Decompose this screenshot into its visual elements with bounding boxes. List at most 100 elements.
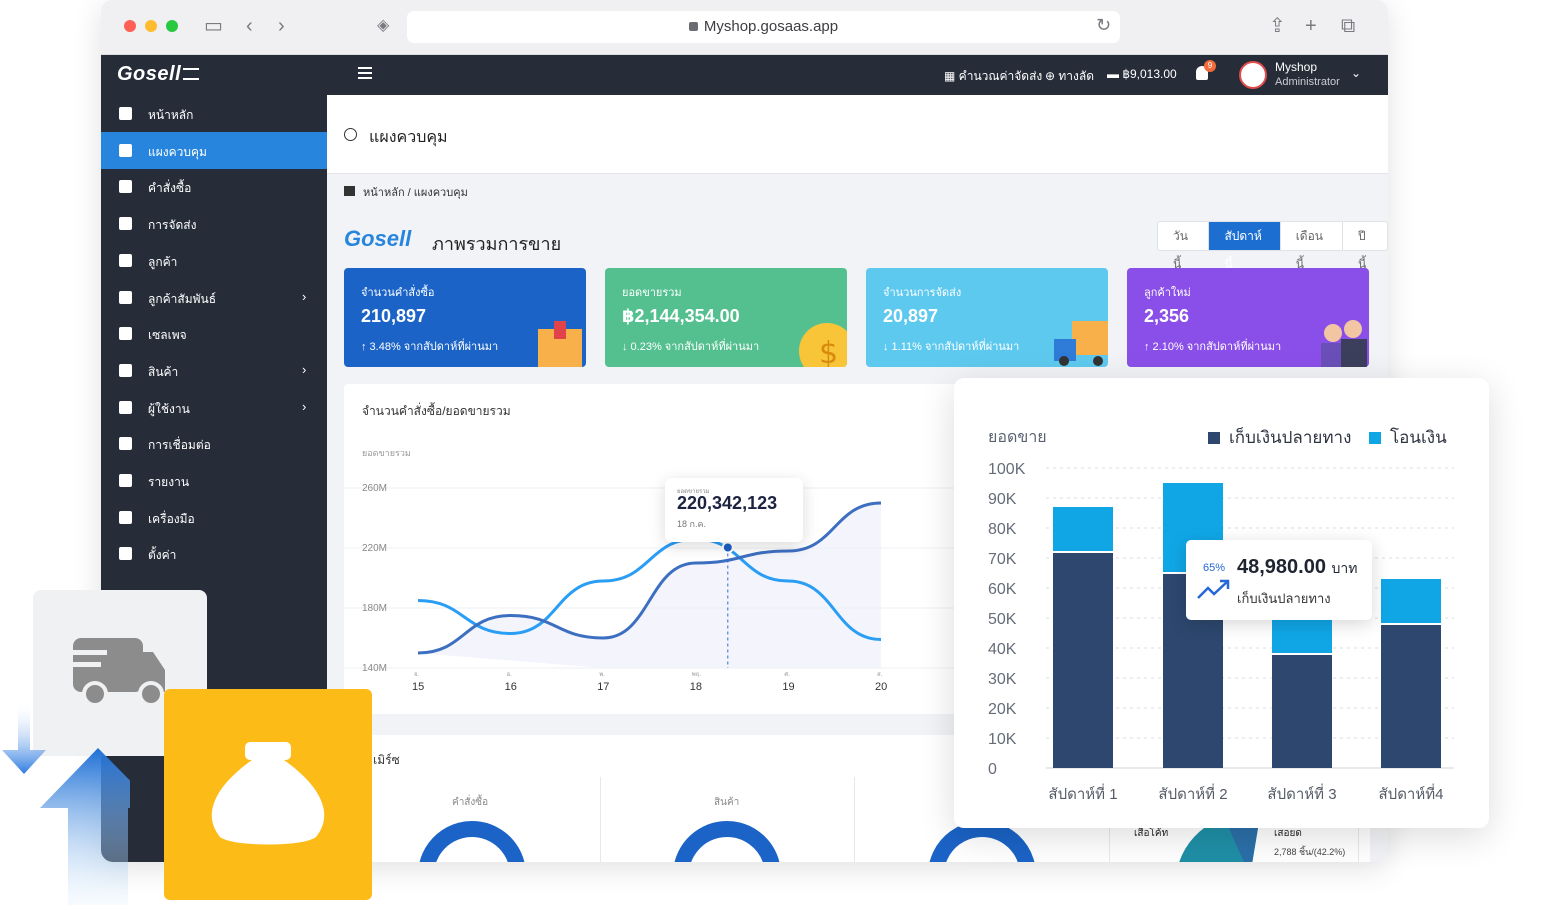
bar-segment-transfer[interactable] bbox=[1053, 507, 1113, 551]
sidebar-item-label: ลูกค้า bbox=[148, 254, 178, 269]
sales-brand-logo: Gosell bbox=[344, 226, 411, 252]
plug-icon bbox=[119, 437, 132, 451]
share-icon[interactable]: ⇪ bbox=[1269, 15, 1286, 37]
breadcrumb-home[interactable]: หน้าหลัก bbox=[363, 187, 405, 199]
kpi-card-1[interactable]: ยอดขายรวม ฿2,144,354.00 ↓ 0.23% จากสัปดาห์… bbox=[605, 268, 847, 367]
new-tab-icon[interactable]: + bbox=[1305, 15, 1317, 37]
bar-segment-cod[interactable] bbox=[1053, 553, 1113, 768]
legend-cod-label: เก็บเงินปลายทาง bbox=[1229, 428, 1352, 447]
sidebar-item-2[interactable]: คำสั่งซื้อ bbox=[101, 168, 327, 205]
sidebar-item-label: เซลเพจ bbox=[148, 328, 187, 343]
tooltip-percent: 65% bbox=[1203, 562, 1226, 574]
sidebar-item-0[interactable]: หน้าหลัก bbox=[101, 95, 327, 132]
app-topbar: Gosell ▦ คำนวณค่าจัดส่ง ⊕ ทางลัด ▬ ฿9,01… bbox=[101, 55, 1388, 95]
x-tick-label: 18 bbox=[690, 681, 702, 693]
sidebar-toggle-icon[interactable]: ▭ bbox=[204, 15, 223, 37]
sidebar-item-5[interactable]: ลูกค้าสัมพันธ์ › bbox=[101, 279, 327, 316]
bar-segment-cod[interactable] bbox=[1272, 655, 1332, 768]
delivery-truck-icon bbox=[1054, 321, 1108, 366]
x-tick-label: 17 bbox=[597, 681, 609, 693]
period-tab-2[interactable]: เดือนนี้ bbox=[1281, 222, 1344, 271]
balance-value: ฿9,013.00 bbox=[1122, 67, 1177, 81]
sidebar-item-11[interactable]: เครื่องมือ bbox=[101, 499, 327, 536]
maximize-window-button[interactable] bbox=[166, 20, 178, 32]
tools-icon bbox=[119, 510, 132, 524]
sidebar-item-10[interactable]: รายงาน bbox=[101, 462, 327, 499]
y-tick-label: 100K bbox=[988, 461, 1026, 478]
tooltip-amount-value: 48,980.00 bbox=[1237, 556, 1326, 578]
minimize-window-button[interactable] bbox=[145, 20, 157, 32]
bar-segment-cod[interactable] bbox=[1381, 625, 1441, 768]
brand-logo[interactable]: Gosell bbox=[117, 63, 200, 86]
shipping-calc-link[interactable]: ▦ คำนวณค่าจัดส่ง bbox=[944, 69, 1043, 83]
donut-slice bbox=[929, 821, 1035, 862]
forward-icon[interactable]: › bbox=[278, 15, 285, 37]
sidebar-item-7[interactable]: สินค้า › bbox=[101, 352, 327, 389]
tooltip-value: 220,342,123 bbox=[677, 493, 778, 513]
x-tick-label: 15 bbox=[412, 681, 424, 693]
x-sublabel: พฤ. bbox=[692, 671, 702, 678]
tooltip-amount-unit: บาท bbox=[1331, 560, 1358, 576]
divider bbox=[600, 777, 601, 862]
y-tick-label: 70K bbox=[988, 551, 1017, 568]
sidebar-item-label: การจัดส่ง bbox=[148, 218, 197, 233]
close-window-button[interactable] bbox=[124, 20, 136, 32]
period-tab-1[interactable]: สัปดาห์นี้ bbox=[1209, 222, 1281, 271]
cart-icon bbox=[119, 180, 132, 194]
shortcut-link[interactable]: ⊕ ทางลัด bbox=[1045, 69, 1095, 83]
kpi-card-0[interactable]: จำนวนคำสั่งซื้อ 210,897 ↑ 3.48% จากสัปดาห์… bbox=[344, 268, 586, 367]
kpi-card-2[interactable]: จำนวนการจัดส่ง 20,897 ↓ 1.11% จากสัปดาห์ที… bbox=[866, 268, 1108, 367]
sidebar-item-6[interactable]: เซลเพจ bbox=[101, 315, 327, 352]
kpi-change: ↓ 1.11% จากสัปดาห์ที่ผ่านมา bbox=[883, 341, 1020, 353]
donut-slice bbox=[674, 821, 780, 862]
sidebar-item-12[interactable]: ตั้งค่า bbox=[101, 535, 327, 572]
period-tab-3[interactable]: ปีนี้ bbox=[1358, 229, 1367, 271]
kpi-label: จำนวนคำสั่งซื้อ bbox=[361, 287, 435, 299]
shield-icon[interactable]: ◈ bbox=[377, 17, 390, 34]
y-tick-label: 180M bbox=[362, 603, 387, 614]
sidebar-item-9[interactable]: การเชื่อมต่อ bbox=[101, 425, 327, 462]
transfer-arrows-icon bbox=[2, 700, 130, 905]
period-tab-0[interactable]: วันนี้ bbox=[1158, 222, 1210, 271]
page-header: แผงควบคุม bbox=[327, 95, 1388, 174]
back-icon[interactable]: ‹ bbox=[246, 15, 253, 37]
user-group-icon bbox=[119, 400, 132, 414]
tabs-overview-icon[interactable]: ⧉ bbox=[1341, 15, 1356, 37]
avatar[interactable] bbox=[1239, 61, 1267, 89]
y-tick-label: 20K bbox=[988, 701, 1017, 718]
wallet-balance[interactable]: ▬ ฿9,013.00 bbox=[1107, 67, 1177, 81]
sidebar-item-8[interactable]: ผู้ใช้งาน › bbox=[101, 389, 327, 426]
menu-icon[interactable] bbox=[358, 67, 372, 79]
shortcut-label: ทางลัด bbox=[1058, 69, 1095, 83]
kpi-card-3[interactable]: ลูกค้าใหม่ 2,356 ↑ 2.10% จากสัปดาห์ที่ผ่าน… bbox=[1127, 268, 1369, 367]
breadcrumb-separator: / bbox=[407, 187, 411, 199]
sidebar-item-label: รายงาน bbox=[148, 475, 190, 489]
bar-segment-transfer[interactable] bbox=[1381, 579, 1441, 623]
sidebar-item-4[interactable]: ลูกค้า bbox=[101, 242, 327, 279]
tooltip-date: 18 ก.ค. bbox=[677, 519, 706, 529]
address-bar[interactable]: Myshop.gosaas.app bbox=[407, 11, 1120, 43]
chevron-right-icon: › bbox=[302, 361, 307, 377]
highlight-point[interactable] bbox=[721, 541, 734, 554]
user-role: Administrator bbox=[1275, 76, 1340, 88]
users-icon bbox=[119, 253, 132, 267]
x-sublabel: ศ. bbox=[784, 671, 790, 678]
reload-icon[interactable]: ↻ bbox=[1096, 15, 1112, 35]
kpi-change: ↑ 3.48% จากสัปดาห์ที่ผ่านมา bbox=[361, 341, 499, 353]
legend-transfer-label: โอนเงิน bbox=[1390, 428, 1447, 447]
page-title: แผงควบคุม bbox=[369, 129, 448, 146]
x-tick-label: 20 bbox=[875, 681, 887, 693]
kpi-label: ยอดขายรวม bbox=[622, 287, 682, 299]
back-arrow-icon[interactable] bbox=[344, 128, 357, 141]
chevron-down-icon[interactable]: ⌄ bbox=[1351, 66, 1362, 80]
home-icon[interactable] bbox=[344, 186, 355, 196]
sidebar-item-1[interactable]: แผงควบคุม bbox=[101, 131, 327, 169]
legend-cod: เก็บเงินปลายทาง bbox=[1208, 424, 1351, 451]
y-tick-label: 40K bbox=[988, 641, 1017, 658]
tooltip-payment-label: เก็บเงินปลายทาง bbox=[1237, 591, 1331, 606]
y-tick-label: 220M bbox=[362, 543, 387, 554]
sidebar-item-3[interactable]: การจัดส่ง bbox=[101, 205, 327, 242]
kpi-label: จำนวนการจัดส่ง bbox=[883, 287, 962, 299]
truck-icon bbox=[119, 217, 132, 231]
y-tick-label: 80K bbox=[988, 521, 1017, 538]
